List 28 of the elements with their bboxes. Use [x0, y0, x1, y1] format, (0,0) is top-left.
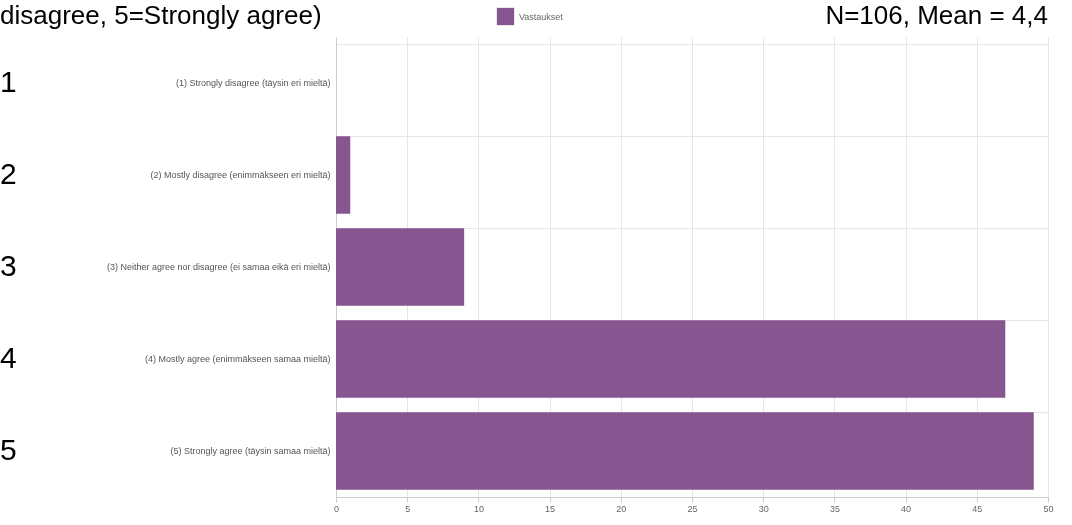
x-tick-label: 30 [758, 503, 769, 514]
x-tick-label: 35 [829, 503, 840, 514]
y-tick-label: (1) Strongly disagree (täysin eri mieltä) [175, 78, 331, 88]
text: 1 [0, 65, 17, 98]
x-tick-label: 10 [473, 503, 484, 514]
y-tick-label: (4) Mostly agree (enimmäkseen samaa mieltä) [144, 354, 331, 364]
x-tick-label: 20 [616, 503, 627, 514]
text: 5 [0, 433, 17, 466]
x-tick-label: 45 [972, 503, 983, 514]
text: 2 [0, 157, 17, 190]
y-tick-label: (5) Strongly agree (täysin samaa mieltä) [170, 446, 331, 456]
bar [336, 228, 465, 306]
x-tick-label: 50 [1043, 503, 1054, 514]
bar [336, 412, 1034, 490]
text: 3 [0, 249, 17, 282]
bar [336, 320, 1006, 398]
x-tick-label: 25 [687, 503, 698, 514]
legend-label: Vastaukset [519, 11, 564, 22]
x-tick-label: 5 [405, 503, 411, 514]
chart-title: disagree, 5=Strongly agree) [0, 0, 322, 30]
x-tick-label: 0 [333, 503, 340, 514]
bar [336, 136, 351, 214]
y-tick-label: (2) Mostly disagree (enimmäkseen eri mieltä) [150, 170, 331, 180]
text: N=106, Mean = 4,4 [825, 0, 1048, 30]
x-tick-label: 15 [545, 503, 556, 514]
y-tick-label: (3) Neither agree nor disagree (ei samaa eikä eri mieltä) [106, 262, 331, 272]
text: 4 [0, 341, 17, 374]
x-tick-label: 40 [901, 503, 912, 514]
